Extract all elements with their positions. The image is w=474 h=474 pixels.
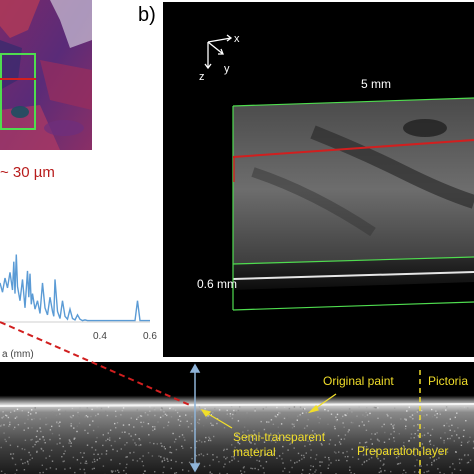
material-label: material xyxy=(233,445,276,459)
semi-transparent-label: Semi-transparent xyxy=(233,430,326,444)
original-paint-label: Original paint xyxy=(323,374,394,388)
volume-outline xyxy=(232,97,474,107)
panel-b-label: b) xyxy=(138,4,156,26)
profile-series-line xyxy=(0,254,150,322)
volume-surface xyxy=(233,98,474,264)
profile-tick-label: 0.4 xyxy=(93,331,107,342)
axis-z-label: z xyxy=(199,71,205,83)
profile-xlabel: a (mm) xyxy=(2,349,34,360)
depth-arrow-icon xyxy=(189,363,201,473)
surface-reflection-line xyxy=(232,271,474,280)
bscan-image: Original paint Pictoria Semi-transparent… xyxy=(0,362,474,474)
line-profile-chart: 0.4 0.6 a (mm) xyxy=(0,196,160,361)
section-line-marker xyxy=(232,139,474,158)
width-label: 5 mm xyxy=(361,77,391,91)
preparation-layer-label: Preparation layer xyxy=(357,444,449,458)
axis-triad-icon xyxy=(204,34,233,70)
pictorial-label: Pictoria xyxy=(428,374,469,388)
axis-y-label: y xyxy=(224,63,230,75)
oct-volume-panel: x y z 5 mm 0.6 mm xyxy=(163,2,474,357)
axis-x-label: x xyxy=(234,33,240,45)
profile-tick-label: 0.6 xyxy=(143,331,157,342)
depth-label: 0.6 mm xyxy=(197,277,237,291)
micrograph-image xyxy=(0,0,92,150)
zoom-region-box xyxy=(0,53,36,130)
feature-size-label: ~ 30 µm xyxy=(0,164,55,181)
